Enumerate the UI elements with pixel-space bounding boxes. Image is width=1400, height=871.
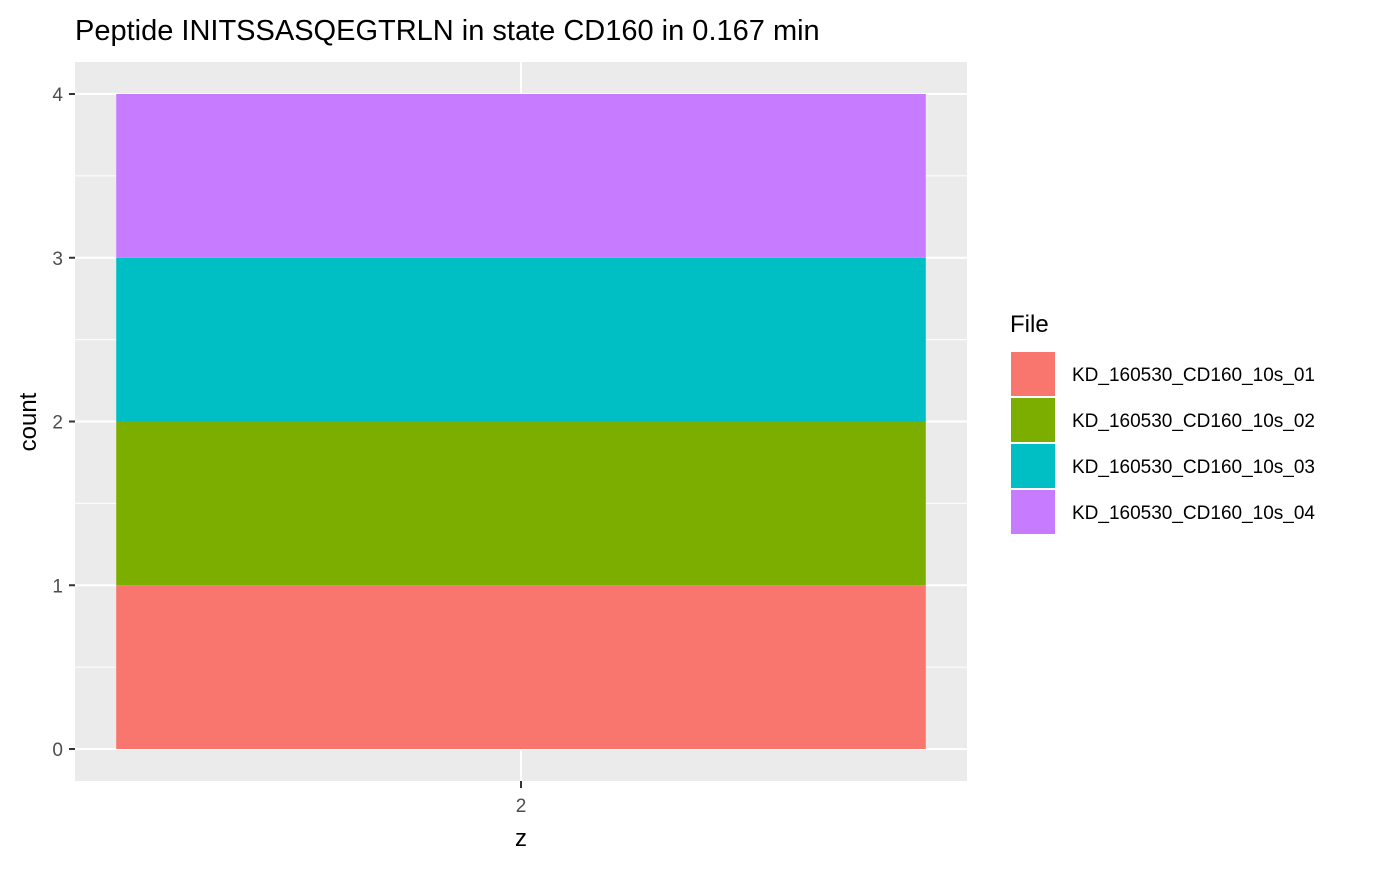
x-axis-title: z	[515, 825, 527, 852]
legend-item-3: KD_160530_CD160_10s_03	[1009, 442, 1315, 490]
y-axis-title: count	[15, 392, 42, 451]
legend-swatch	[1009, 442, 1057, 490]
y-tick-label: 3	[52, 249, 63, 270]
legend-item-4: KD_160530_CD160_10s_04	[1009, 488, 1315, 536]
y-tick-label: 4	[52, 85, 63, 106]
legend: File KD_160530_CD160_10s_01KD_160530_CD1…	[1009, 311, 1315, 536]
legend-item-2: KD_160530_CD160_10s_02	[1009, 396, 1315, 444]
bars	[116, 94, 926, 749]
legend-label: KD_160530_CD160_10s_03	[1072, 457, 1315, 478]
legend-label: KD_160530_CD160_10s_02	[1072, 411, 1315, 432]
y-tick-label: 2	[52, 413, 63, 434]
bar-segment-4	[116, 94, 926, 258]
legend-label: KD_160530_CD160_10s_04	[1072, 503, 1315, 524]
bar-segment-1	[116, 585, 926, 749]
y-tick-label: 1	[52, 576, 63, 597]
legend-swatch	[1009, 350, 1057, 398]
bar-segment-2	[116, 421, 926, 586]
legend-swatch	[1009, 488, 1057, 536]
x-tick-label: 2	[516, 796, 527, 817]
axes: 0 1 2 3 4 2	[52, 85, 526, 817]
bar-segment-3	[116, 257, 926, 422]
legend-label: KD_160530_CD160_10s_01	[1072, 365, 1315, 386]
legend-item-1: KD_160530_CD160_10s_01	[1009, 350, 1315, 398]
legend-swatch	[1009, 396, 1057, 444]
chart-title: Peptide INITSSASQEGTRLN in state CD160 i…	[75, 15, 820, 47]
legend-items: KD_160530_CD160_10s_01 KD_160530_CD160_10…	[1009, 350, 1315, 536]
y-tick-label: 0	[52, 740, 63, 761]
legend-title: File	[1010, 311, 1049, 338]
